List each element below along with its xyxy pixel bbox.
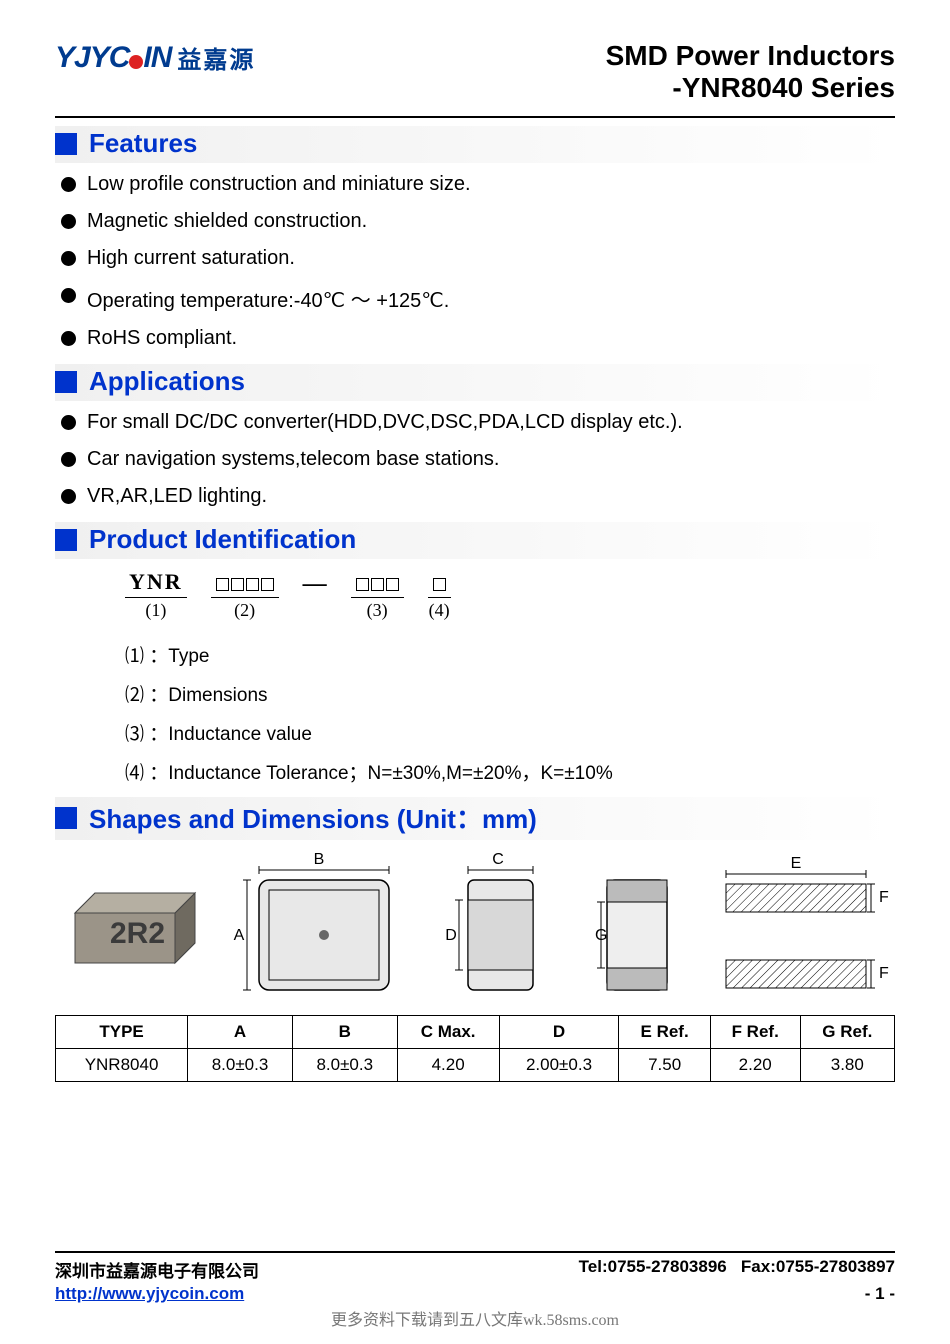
pid-bot: (2) — [211, 600, 279, 621]
list-item: Operating temperature:-40℃ ～ +125℃. — [59, 284, 895, 313]
dimensions-table: TYPE A B C Max. D E Ref. F Ref. G Ref. Y… — [55, 1015, 895, 1082]
page-footer: 深圳市益嘉源电子有限公司 Tel:0755-27803896 Fax:0755-… — [55, 1251, 895, 1304]
svg-text:A: A — [234, 927, 245, 944]
pid-bot: (1) — [125, 600, 187, 621]
legend-item: ⑷ ：Inductance Tolerance；N=±30%,M=±20%，K=… — [125, 758, 895, 785]
header-divider — [55, 116, 895, 118]
pid-part-2: (2) — [211, 569, 279, 621]
square-bullet-icon — [55, 529, 77, 551]
product-marking-text: 2R2 — [110, 917, 165, 950]
col-header: A — [188, 1016, 293, 1049]
cell: YNR8040 — [56, 1049, 188, 1082]
shapes-diagrams: 2R2 B A C D — [55, 850, 895, 1005]
section-features-head: Features — [55, 126, 895, 163]
watermark-text: 更多资料下载请到五八文库wk.58sms.com — [0, 1306, 950, 1330]
cell: 7.50 — [619, 1049, 710, 1082]
section-title: Applications — [89, 366, 245, 397]
list-item: Magnetic shielded construction. — [59, 210, 895, 233]
document-title: SMD Power Inductors -YNR8040 Series — [606, 40, 895, 104]
pid-bot: (3) — [351, 600, 404, 621]
col-header: E Ref. — [619, 1016, 710, 1049]
pid-top: YNR — [125, 569, 187, 598]
logo-chinese: 益嘉源 — [177, 40, 255, 75]
contact-info: Tel:0755-27803896 Fax:0755-27803897 — [579, 1257, 895, 1282]
pid-part-3: (3) — [351, 569, 404, 621]
website-link[interactable]: http://www.yjycoin.com — [55, 1284, 244, 1304]
section-applications-head: Applications — [55, 364, 895, 401]
pid-top — [428, 569, 451, 598]
square-bullet-icon — [55, 807, 77, 829]
fax: Fax:0755-27803897 — [741, 1257, 895, 1276]
logo-latin: YJYCIN — [55, 41, 171, 75]
list-item: For small DC/DC converter(HDD,DVC,DSC,PD… — [59, 411, 895, 434]
diagram-bottom-view: G — [587, 850, 687, 1005]
legend-item: ⑵ ：Dimensions — [125, 680, 895, 707]
col-header: F Ref. — [710, 1016, 800, 1049]
pid-part-4: (4) — [428, 569, 451, 621]
cell: 4.20 — [397, 1049, 499, 1082]
pid-top — [211, 569, 279, 598]
section-title: Shapes and Dimensions (Unit：mm) — [89, 799, 537, 836]
col-header: D — [499, 1016, 619, 1049]
section-shapes-head: Shapes and Dimensions (Unit：mm) — [55, 797, 895, 840]
col-header: G Ref. — [800, 1016, 894, 1049]
footer-top-row: 深圳市益嘉源电子有限公司 Tel:0755-27803896 Fax:0755-… — [55, 1251, 895, 1282]
legend-item: ⑴ ：Type — [125, 641, 895, 668]
pid-top — [351, 569, 404, 598]
brand-logo: YJYCIN 益嘉源 — [55, 40, 255, 75]
cell: 3.80 — [800, 1049, 894, 1082]
list-item: VR,AR,LED lighting. — [59, 485, 895, 508]
product-code-legend: ⑴ ：Type ⑵ ：Dimensions ⑶ ：Inductance valu… — [125, 641, 895, 785]
cell: 8.0±0.3 — [292, 1049, 397, 1082]
svg-text:F: F — [879, 889, 889, 906]
cell: 8.0±0.3 — [188, 1049, 293, 1082]
section-title: Product Identification — [89, 524, 356, 555]
section-title: Features — [89, 128, 197, 159]
svg-text:B: B — [314, 851, 325, 868]
features-list: Low profile construction and miniature s… — [55, 173, 895, 350]
list-item: Car navigation systems,telecom base stat… — [59, 448, 895, 471]
diagram-land-pattern: E F F — [701, 850, 891, 1005]
col-header: C Max. — [397, 1016, 499, 1049]
applications-list: For small DC/DC converter(HDD,DVC,DSC,PD… — [55, 411, 895, 508]
logo-dot-icon — [129, 55, 143, 69]
title-line-1: SMD Power Inductors — [606, 40, 895, 72]
product-photo: 2R2 — [55, 863, 205, 993]
square-bullet-icon — [55, 371, 77, 393]
col-header: TYPE — [56, 1016, 188, 1049]
svg-text:F: F — [879, 965, 889, 982]
product-code-format: YNR (1) (2) — (3) (4) — [125, 569, 895, 621]
legend-item: ⑶ ：Inductance value — [125, 719, 895, 746]
table-row: YNR8040 8.0±0.3 8.0±0.3 4.20 2.00±0.3 7.… — [56, 1049, 895, 1082]
table-header-row: TYPE A B C Max. D E Ref. F Ref. G Ref. — [56, 1016, 895, 1049]
pid-part-1: YNR (1) — [125, 569, 187, 621]
svg-text:C: C — [492, 851, 504, 868]
tel: Tel:0755-27803896 — [579, 1257, 727, 1276]
cell: 2.20 — [710, 1049, 800, 1082]
list-item: High current saturation. — [59, 247, 895, 270]
svg-text:E: E — [791, 855, 802, 872]
pid-dash: — — [303, 569, 327, 598]
diagram-top-view: B A — [219, 850, 419, 1005]
square-bullet-icon — [55, 133, 77, 155]
list-item: RoHS compliant. — [59, 327, 895, 350]
cell: 2.00±0.3 — [499, 1049, 619, 1082]
page-header: YJYCIN 益嘉源 SMD Power Inductors -YNR8040 … — [55, 40, 895, 104]
col-header: B — [292, 1016, 397, 1049]
svg-text:D: D — [445, 927, 457, 944]
title-line-2: -YNR8040 Series — [606, 72, 895, 104]
pid-bot: (4) — [428, 600, 451, 621]
list-item: Low profile construction and miniature s… — [59, 173, 895, 196]
section-productid-head: Product Identification — [55, 522, 895, 559]
page-number: - 1 - — [865, 1284, 895, 1304]
diagram-side-view: C D — [433, 850, 573, 1005]
company-name: 深圳市益嘉源电子有限公司 — [55, 1257, 259, 1282]
footer-bottom-row: http://www.yjycoin.com - 1 - — [55, 1284, 895, 1304]
